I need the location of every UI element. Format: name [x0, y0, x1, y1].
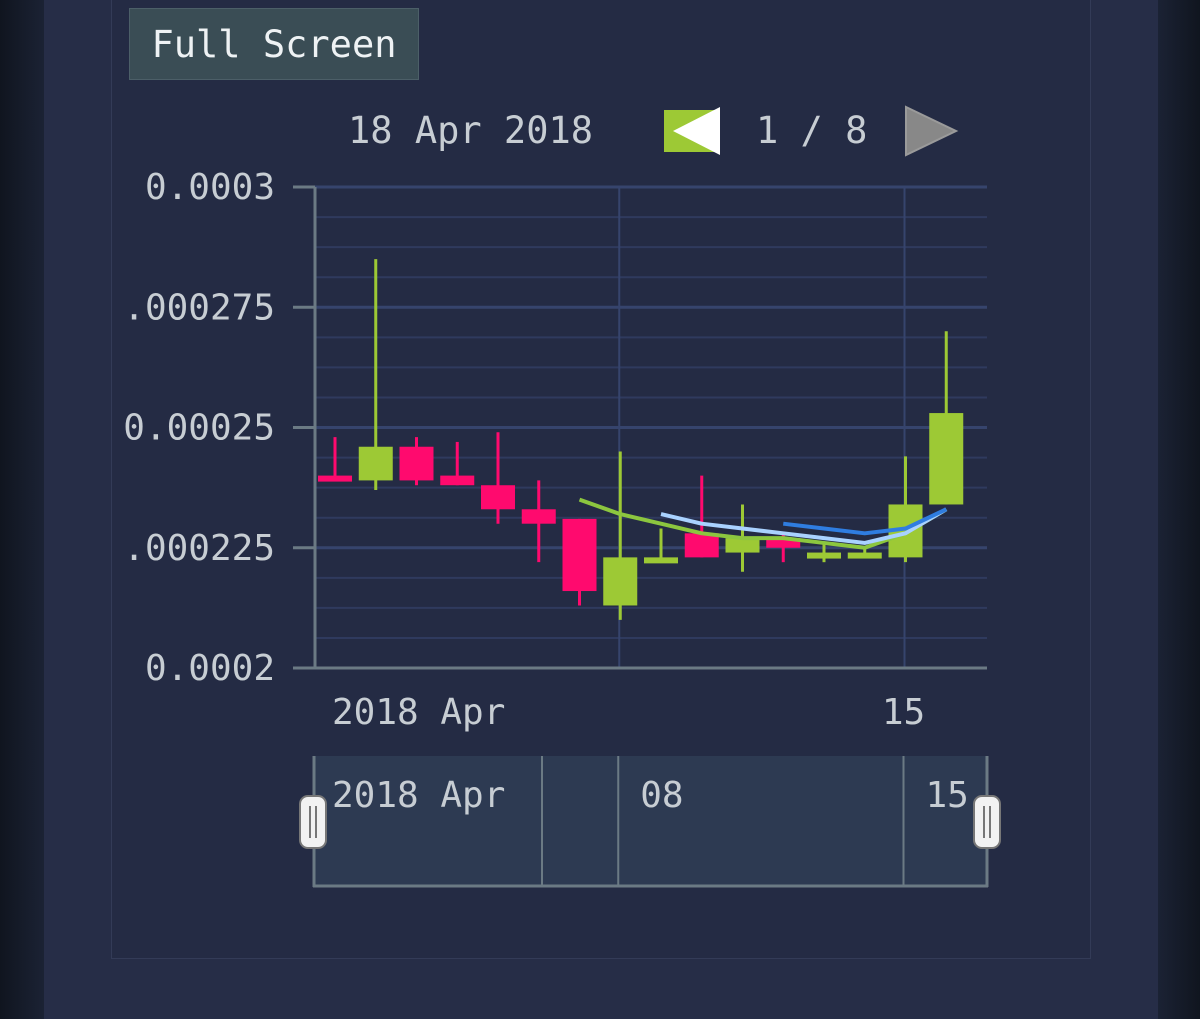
candle [929, 331, 964, 505]
candle [521, 480, 556, 563]
moving-average-line [578, 497, 948, 550]
range-navigator[interactable]: 2018 Apr 08 15 [299, 756, 1001, 888]
candle-body [358, 446, 393, 481]
candle [807, 542, 841, 563]
candle-body [399, 446, 434, 481]
candle [481, 432, 515, 524]
candle [562, 518, 597, 606]
candle [358, 259, 393, 491]
candle [644, 528, 678, 564]
pager-date-label: 18 Apr 2018 [348, 109, 593, 152]
window-edge-right [1158, 0, 1200, 1019]
candle-body [766, 538, 801, 548]
candle-body [521, 509, 556, 524]
y-tick-label: 0.0003 [145, 167, 275, 208]
candle [399, 437, 434, 486]
moving-average-line [660, 507, 948, 545]
candle [440, 441, 475, 486]
candle [684, 475, 719, 558]
full-screen-button[interactable]: Full Screen [129, 8, 419, 80]
candle [603, 451, 638, 620]
candle-body [562, 518, 597, 592]
candle-body [807, 552, 841, 559]
y-tick-label: 0.00025 [123, 408, 275, 449]
next-page-button[interactable] [905, 105, 959, 157]
x-tick-label: 2018 Apr [332, 692, 505, 733]
page-counter: 1 / 8 [756, 109, 867, 152]
candle-body [725, 538, 760, 553]
candle-body [481, 485, 515, 510]
candle [888, 456, 923, 563]
navigator-selection[interactable] [314, 756, 987, 886]
major-gridlines [315, 185, 987, 668]
candle-body [318, 475, 352, 482]
candle-body [440, 475, 475, 486]
y-axis-ticks: 0.0002 .000225 0.00025 .000275 0.0003 [123, 167, 315, 689]
prev-page-button[interactable] [664, 107, 720, 155]
candle-body [644, 557, 678, 564]
window-edge-left [0, 0, 44, 1019]
left-arrow-icon [673, 107, 720, 155]
moving-averages [578, 497, 948, 550]
candles [318, 259, 964, 620]
right-arrow-icon [905, 105, 959, 157]
y-tick-label: 0.0002 [145, 648, 275, 689]
minor-gridlines [315, 216, 987, 639]
y-tick-label: .000225 [123, 528, 275, 569]
navigator-tick-label: 15 [926, 775, 969, 816]
candle-body [684, 533, 719, 558]
candle [318, 437, 352, 482]
candle-body [929, 413, 964, 505]
x-axis-ticks: 2018 Apr 15 [332, 692, 925, 733]
candle-body [847, 552, 882, 559]
navigator-tick-label: 2018 Apr [332, 775, 505, 816]
navigator-ticks: 2018 Apr 08 15 [332, 756, 969, 886]
navigator-tick-label: 08 [640, 775, 683, 816]
candle-body [603, 557, 638, 606]
navigator-right-handle[interactable] [973, 795, 1001, 849]
x-tick-label: 15 [882, 692, 925, 733]
navigator-left-handle[interactable] [299, 795, 327, 849]
y-tick-label: .000275 [123, 287, 275, 328]
moving-average-line [783, 507, 948, 536]
